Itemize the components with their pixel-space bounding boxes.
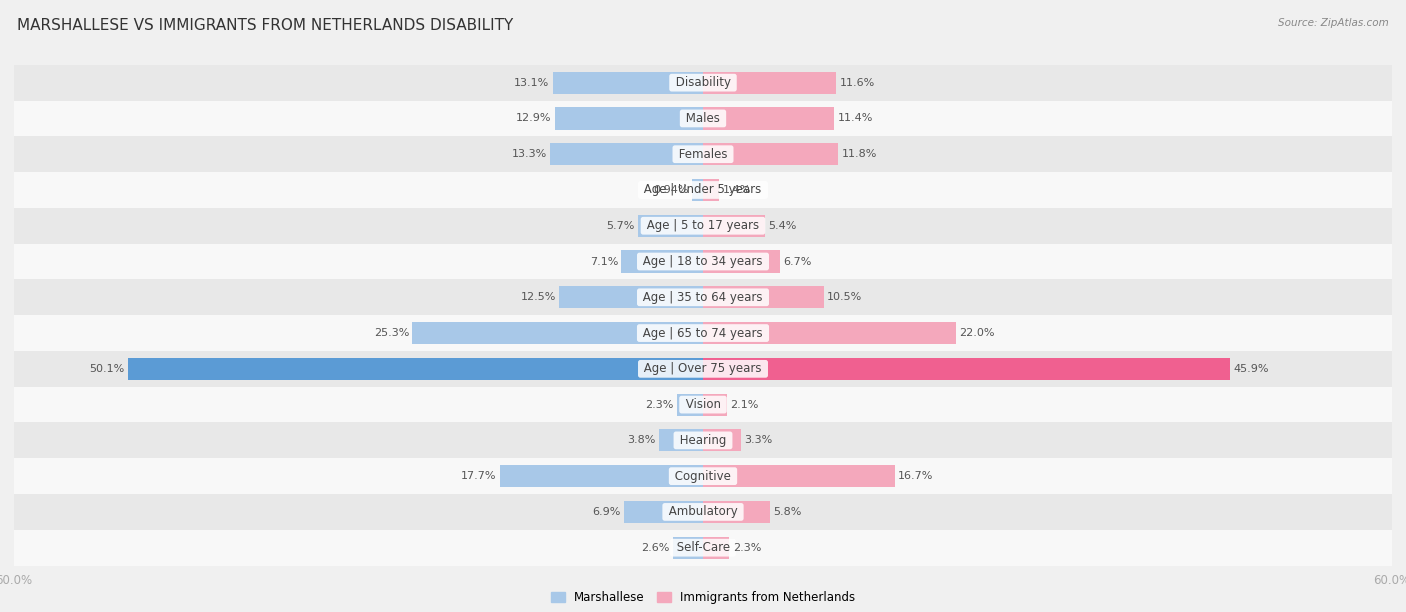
Bar (14, 100, 1392, 136)
Bar (14, 172, 1392, 208)
Text: 2.6%: 2.6% (641, 543, 669, 553)
Text: Hearing: Hearing (676, 434, 730, 447)
Text: 13.1%: 13.1% (513, 78, 550, 88)
Bar (14, 530, 1392, 565)
Text: 7.1%: 7.1% (589, 256, 619, 266)
Text: MARSHALLESE VS IMMIGRANTS FROM NETHERLANDS DISABILITY: MARSHALLESE VS IMMIGRANTS FROM NETHERLAN… (17, 18, 513, 34)
Text: Disability: Disability (672, 76, 734, 89)
Bar (703, 286, 824, 308)
Bar (555, 107, 703, 130)
Text: 12.9%: 12.9% (516, 113, 551, 124)
Text: Ambulatory: Ambulatory (665, 506, 741, 518)
Bar (703, 465, 894, 487)
Bar (676, 394, 703, 416)
Bar (128, 358, 703, 380)
Bar (14, 422, 1392, 458)
Text: Age | Under 5 years: Age | Under 5 years (641, 184, 765, 196)
Text: 10.5%: 10.5% (827, 293, 862, 302)
Bar (703, 143, 838, 165)
Text: 1.4%: 1.4% (723, 185, 751, 195)
Text: Males: Males (682, 112, 724, 125)
Text: 25.3%: 25.3% (374, 328, 409, 338)
Text: 16.7%: 16.7% (898, 471, 934, 481)
Bar (703, 179, 718, 201)
Text: 6.7%: 6.7% (783, 256, 811, 266)
Text: 6.9%: 6.9% (592, 507, 620, 517)
Bar (659, 429, 703, 452)
Text: Females: Females (675, 147, 731, 161)
Bar (624, 501, 703, 523)
Text: Age | 18 to 34 years: Age | 18 to 34 years (640, 255, 766, 268)
Bar (412, 322, 703, 344)
Bar (703, 429, 741, 452)
Bar (673, 537, 703, 559)
Bar (703, 215, 765, 237)
Text: 0.94%: 0.94% (654, 185, 689, 195)
Text: 11.8%: 11.8% (842, 149, 877, 159)
Bar (14, 244, 1392, 280)
Text: Vision: Vision (682, 398, 724, 411)
Bar (14, 280, 1392, 315)
Text: 5.7%: 5.7% (606, 221, 634, 231)
Bar (14, 458, 1392, 494)
Text: 17.7%: 17.7% (461, 471, 496, 481)
Text: Self-Care: Self-Care (672, 541, 734, 554)
Bar (14, 351, 1392, 387)
Bar (637, 215, 703, 237)
Text: 3.8%: 3.8% (627, 435, 657, 446)
Bar (703, 250, 780, 272)
Text: 3.3%: 3.3% (744, 435, 772, 446)
Bar (550, 143, 703, 165)
Text: 22.0%: 22.0% (959, 328, 994, 338)
Text: 2.3%: 2.3% (733, 543, 761, 553)
Bar (621, 250, 703, 272)
Legend: Marshallese, Immigrants from Netherlands: Marshallese, Immigrants from Netherlands (546, 586, 860, 609)
Bar (703, 394, 727, 416)
Bar (553, 72, 703, 94)
Bar (703, 72, 837, 94)
Bar (14, 387, 1392, 422)
Text: Age | 65 to 74 years: Age | 65 to 74 years (640, 327, 766, 340)
Text: 5.8%: 5.8% (773, 507, 801, 517)
Bar (499, 465, 703, 487)
Bar (560, 286, 703, 308)
Text: Age | 35 to 64 years: Age | 35 to 64 years (640, 291, 766, 304)
Bar (14, 208, 1392, 244)
Bar (14, 65, 1392, 100)
Bar (703, 501, 769, 523)
Text: 12.5%: 12.5% (520, 293, 555, 302)
Bar (703, 537, 730, 559)
Text: 2.3%: 2.3% (645, 400, 673, 409)
Bar (692, 179, 703, 201)
Text: 50.1%: 50.1% (89, 364, 124, 374)
Text: 13.3%: 13.3% (512, 149, 547, 159)
Bar (703, 107, 834, 130)
Text: Cognitive: Cognitive (671, 469, 735, 483)
Bar (703, 322, 956, 344)
Text: Age | Over 75 years: Age | Over 75 years (640, 362, 766, 375)
Text: 11.6%: 11.6% (839, 78, 875, 88)
Text: 5.4%: 5.4% (769, 221, 797, 231)
Bar (703, 358, 1230, 380)
Text: Age | 5 to 17 years: Age | 5 to 17 years (643, 219, 763, 232)
Text: 11.4%: 11.4% (838, 113, 873, 124)
Text: Source: ZipAtlas.com: Source: ZipAtlas.com (1278, 18, 1389, 28)
Bar (14, 494, 1392, 530)
Text: 2.1%: 2.1% (731, 400, 759, 409)
Bar (14, 315, 1392, 351)
Text: 45.9%: 45.9% (1233, 364, 1270, 374)
Bar (14, 136, 1392, 172)
